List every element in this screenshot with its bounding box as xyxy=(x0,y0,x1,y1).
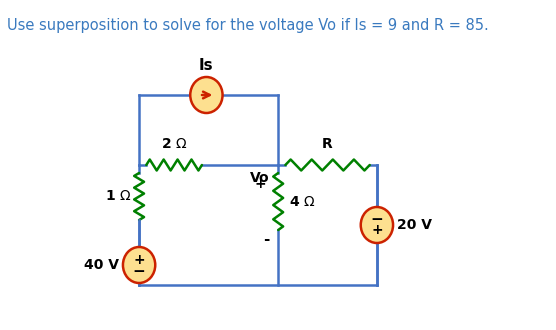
Text: −: − xyxy=(133,263,146,279)
Text: +: + xyxy=(254,177,266,191)
Text: 2 $\Omega$: 2 $\Omega$ xyxy=(161,137,187,151)
Text: 20 V: 20 V xyxy=(396,218,431,232)
Text: −: − xyxy=(370,212,383,226)
Text: 40 V: 40 V xyxy=(85,258,120,272)
Text: Is: Is xyxy=(199,58,214,73)
Text: 1 $\Omega$: 1 $\Omega$ xyxy=(105,189,132,204)
Ellipse shape xyxy=(123,247,155,283)
Text: -: - xyxy=(263,232,269,247)
Text: +: + xyxy=(371,223,383,237)
Text: Vo: Vo xyxy=(250,171,269,185)
Text: 4 $\Omega$: 4 $\Omega$ xyxy=(289,194,316,209)
Ellipse shape xyxy=(190,77,222,113)
Text: Use superposition to solve for the voltage Vo if Is = 9 and R = 85.: Use superposition to solve for the volta… xyxy=(7,18,489,33)
Text: R: R xyxy=(322,137,333,151)
Text: +: + xyxy=(133,253,145,267)
Ellipse shape xyxy=(361,207,393,243)
